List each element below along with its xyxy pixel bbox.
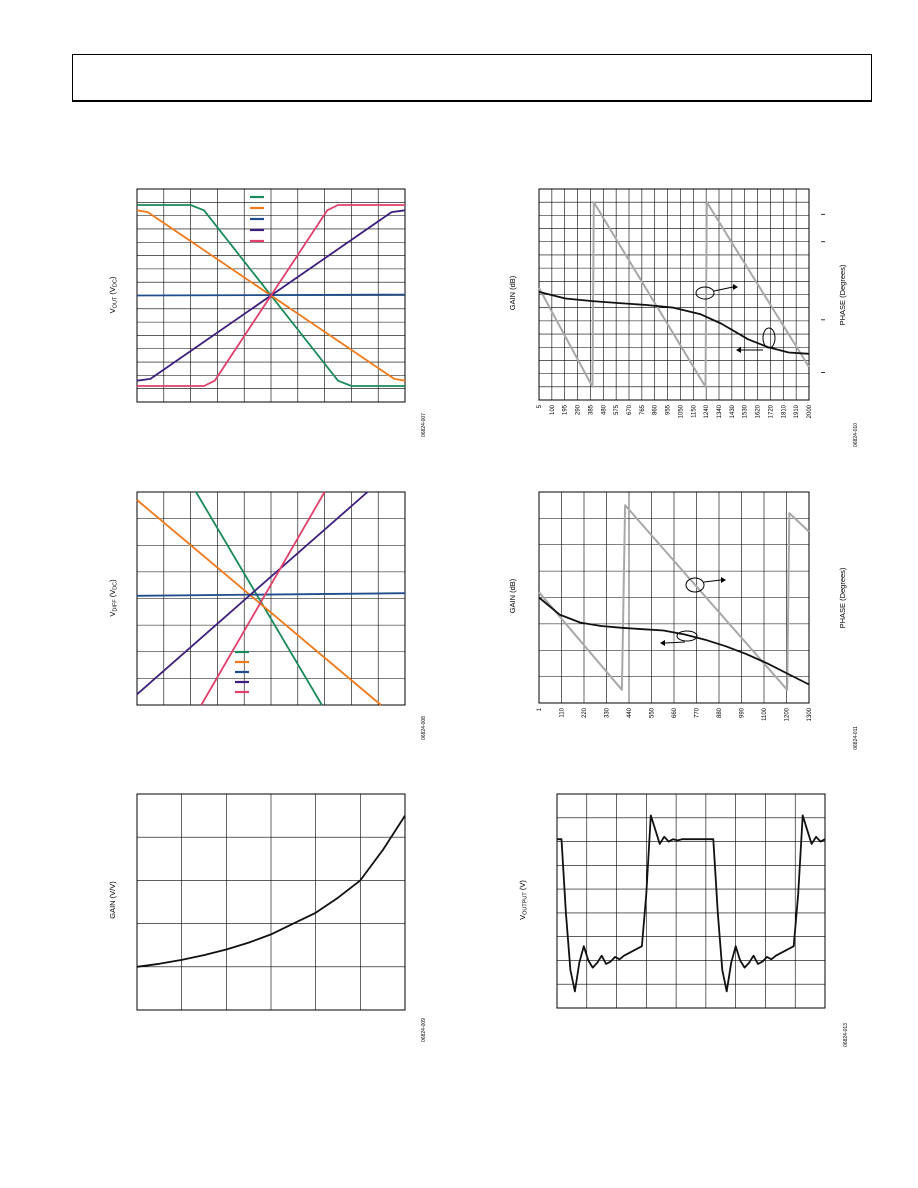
x-tick-label: 765 (640, 404, 646, 415)
x-tick-label: 5 (537, 404, 543, 408)
annotation-ellipse (695, 286, 715, 300)
series-line-gray (538, 504, 810, 691)
x-tick-label: 990 (740, 707, 746, 718)
chart-svg-6: VOUTPUT (V) 06824-013 (518, 793, 849, 1047)
figure-code: 06824-011 (853, 726, 859, 750)
chart-vout-pulse: VOUTPUT (V) 06824-013 (495, 790, 875, 1060)
chart-gain-phase-2: 1 110 220 330 440 550 660 770 880 990 1100 1200 1300… (495, 488, 875, 758)
x-tick-label: 385 (588, 404, 594, 415)
x-tick-label: 290 (576, 404, 582, 415)
annotation-ellipse (676, 630, 698, 642)
figure-code: 06824-010 (853, 423, 859, 447)
page-header-box (72, 54, 872, 102)
y-axis-label-right: PHASE (Degrees) (838, 264, 847, 325)
x-tick-label: 1050 (678, 404, 684, 418)
legend (235, 650, 249, 694)
y-axis-label: VOUTPUT (V) (518, 880, 529, 920)
x-tick-label: 1150 (691, 404, 697, 418)
x-tick-label: 100 (550, 404, 556, 415)
series-line-purple (136, 491, 369, 695)
x-tick-label: 440 (627, 707, 633, 718)
chart-gain-phase-1: 5 100 195 290 385 480 575 670 765 860 955 1050 1150 1… (495, 185, 875, 455)
x-tick-label: 195 (563, 404, 569, 415)
legend (250, 195, 264, 243)
x-tick-label: 1530 (743, 404, 749, 418)
chart-svg-2: VDIFF (VDC) 06824-008 (108, 491, 427, 740)
y-axis-label-right: PHASE (Degrees) (838, 567, 847, 628)
x-tick-label: 480 (601, 404, 607, 415)
series-line-pink (137, 204, 405, 387)
x-tick-label: 220 (582, 707, 588, 718)
figure-code: 06824-007 (421, 413, 427, 437)
series-line-black (538, 291, 810, 355)
x-tick-label: 1620 (756, 404, 762, 418)
series-line-blue (136, 592, 406, 597)
series-line-green (195, 491, 323, 706)
figure-code: 06824-008 (421, 716, 427, 740)
x-tick-label: 1200 (785, 707, 791, 721)
figure-code: 06824-013 (843, 1023, 849, 1047)
arrow-head (733, 284, 738, 290)
figure-code: 06824-009 (421, 1018, 427, 1042)
x-tick-label: 770 (695, 707, 701, 718)
x-tick-label: 955 (666, 404, 672, 415)
x-tick-label: 1100 (762, 707, 768, 721)
x-tick-label: 1430 (730, 404, 736, 418)
chart-svg-3: GAIN (V/V) 06824-009 (108, 793, 427, 1042)
x-tick-label: 2000 (807, 404, 813, 418)
x-tick-label: 1 (537, 707, 543, 711)
series-line-pink (200, 491, 326, 706)
x-tick-label: 110 (560, 707, 566, 717)
x-tick-label: 660 (672, 707, 678, 718)
x-tick-label: 1300 (807, 707, 813, 721)
chart-vdiff-vs-input: VDIFF (VDC) 06824-008 (95, 488, 445, 748)
x-tick-label: 860 (653, 404, 659, 415)
x-tick-label: 330 (605, 707, 611, 718)
series-line-gray (538, 201, 810, 388)
arrow-head (660, 640, 665, 646)
x-tick-label: 1240 (704, 404, 710, 418)
y-axis-label: GAIN (dB) (508, 275, 517, 310)
x-tick-label: 1720 (768, 404, 774, 418)
x-tick-label: 1810 (781, 404, 787, 418)
chart-gain-vv: GAIN (V/V) 06824-009 (95, 790, 445, 1050)
y-axis-label: VOUT (VDC) (108, 276, 119, 313)
annotation-arrow (703, 579, 722, 583)
series-line-orange (136, 499, 382, 706)
chart-svg-5: 1 110 220 330 440 550 660 770 880 990 1100 1200 1300… (508, 491, 859, 750)
arrow-head (736, 347, 741, 353)
arrow-head (721, 577, 726, 583)
series-line-black (538, 596, 810, 686)
series-line-black (557, 814, 826, 993)
x-tick-label: 880 (717, 707, 723, 718)
plot-frame (556, 793, 826, 1009)
x-tick-label: 550 (650, 707, 656, 718)
chart-vout-vs-input: VOUT (VDC) 06824-007 (95, 185, 445, 445)
x-tick-label: 1340 (717, 404, 723, 418)
y-axis-label: GAIN (V/V) (108, 881, 117, 919)
x-tick-label: 1910 (794, 404, 800, 418)
annotation-arrow (664, 641, 686, 644)
x-tick-label: 575 (614, 404, 620, 415)
annotation-ellipse (685, 577, 705, 593)
y-axis-label: GAIN (dB) (508, 578, 517, 613)
x-tick-label: 670 (627, 404, 633, 415)
annotation-arrow (713, 286, 734, 292)
y-axis-label: VDIFF (VDC) (108, 579, 119, 617)
chart-svg-1: VOUT (VDC) 06824-007 (108, 188, 427, 437)
chart-svg-4: 5 100 195 290 385 480 575 670 765 860 955 1050 1150 1… (508, 188, 859, 447)
series-line-black (136, 815, 406, 968)
annotation-ellipse (762, 327, 776, 349)
